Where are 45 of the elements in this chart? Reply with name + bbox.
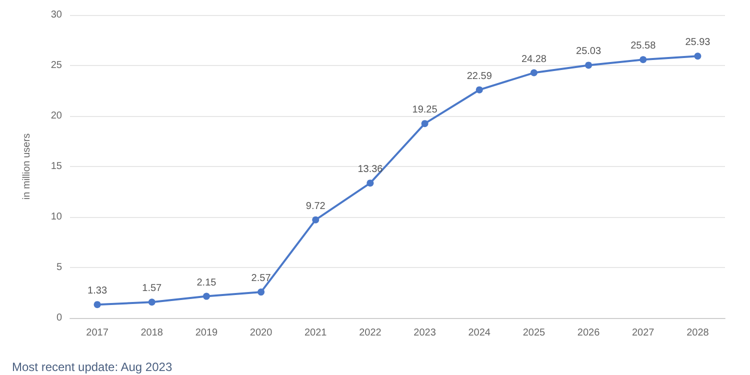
y-tick-label: 10	[50, 212, 62, 222]
data-label: 1.33	[88, 286, 108, 297]
point	[640, 56, 647, 64]
y-tick-label: 0	[56, 312, 62, 324]
x-tick-label: 2018	[140, 328, 164, 338]
x-tick-label: 2024	[468, 328, 491, 338]
y-tick-label: 30	[50, 10, 62, 20]
y-axis-title: in million users	[22, 133, 32, 200]
x-tick-label: 2025	[522, 328, 546, 338]
x-tick-label: 2017	[86, 328, 109, 338]
x-tick-label: 2019	[195, 328, 218, 338]
point	[312, 216, 320, 224]
point	[148, 298, 156, 306]
point	[94, 301, 101, 308]
point	[476, 86, 483, 94]
x-tick-label: 2026	[577, 328, 600, 338]
data-label: 25.58	[630, 40, 656, 52]
x-tick-label: 2023	[414, 328, 436, 338]
data-label: 25.93	[685, 37, 711, 48]
point	[530, 69, 538, 76]
point	[366, 180, 374, 187]
data-label: 13.36	[358, 164, 384, 176]
x-tick-label: 2021	[304, 328, 328, 338]
text: Most recent update: Aug 2023	[12, 360, 172, 374]
x-tick-label: 2028	[686, 328, 710, 338]
point	[202, 292, 210, 300]
data-label: 25.03	[576, 46, 602, 58]
data-label: 22.59	[466, 70, 492, 82]
y-tick-label: 20	[50, 110, 62, 122]
point	[585, 62, 592, 69]
y-tick-label: 15	[50, 161, 62, 172]
data-label: 19.25	[412, 104, 438, 116]
point	[421, 120, 428, 128]
data-label: 1.57	[142, 283, 162, 294]
y-tick-label: 25	[50, 60, 62, 71]
point	[258, 288, 265, 296]
data-label: 24.28	[521, 54, 547, 65]
data-label: 2.15	[196, 277, 217, 288]
x-tick-label: 2027	[632, 328, 655, 338]
data-label: 9.72	[306, 200, 326, 212]
data-label: 2.57	[251, 273, 272, 284]
y-tick-label: 5	[56, 262, 62, 273]
x-tick-label: 2022	[359, 328, 382, 338]
point	[694, 52, 702, 60]
x-tick-label: 2020	[250, 328, 273, 338]
